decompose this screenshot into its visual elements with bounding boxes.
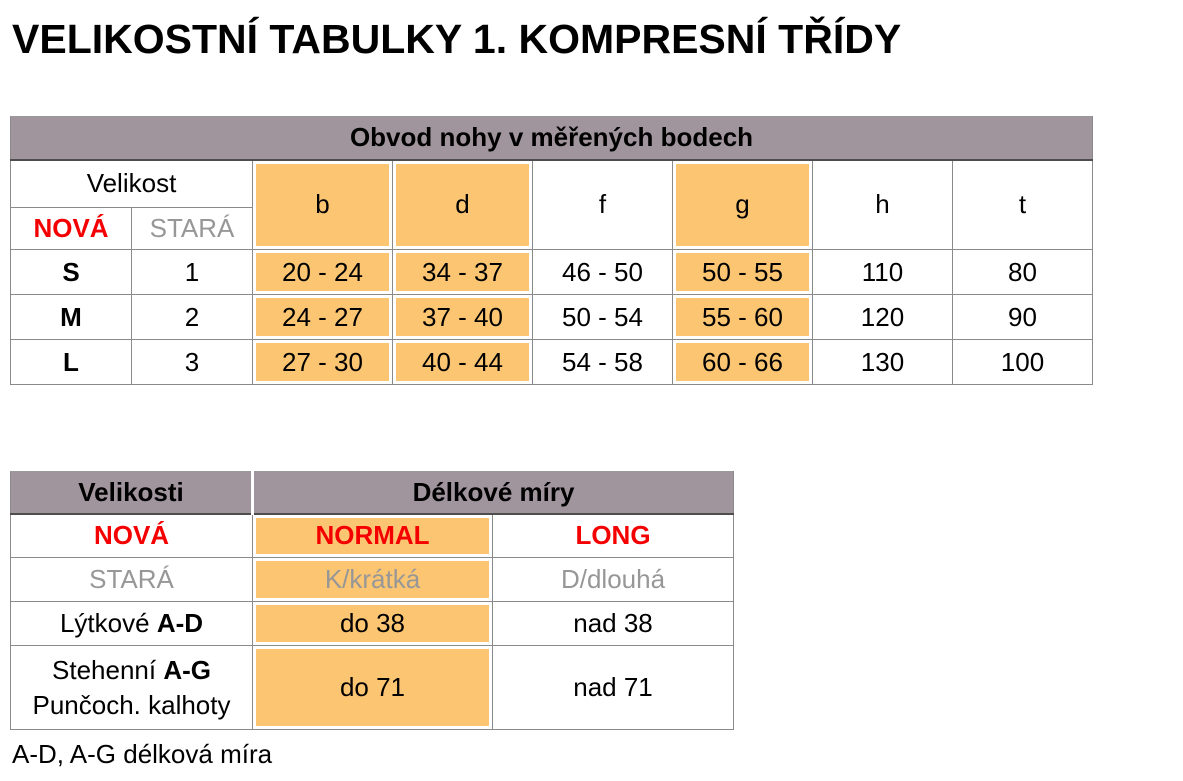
size-header: Velikost	[10, 159, 253, 208]
table-row-size-s: S 1 20 - 24 34 - 37 46 - 50 50 - 55 110 …	[10, 249, 1093, 295]
new-size-header: NOVÁ	[10, 207, 132, 250]
table-row-new: NOVÁ NORMAL LONG	[10, 513, 734, 558]
cell-g: 50 - 55	[672, 249, 813, 295]
cell-old-size: 2	[131, 294, 253, 340]
short-old-label: K/krátká	[252, 557, 493, 602]
product-name: Stehenní	[52, 654, 157, 685]
table-row-size-l: L 3 27 - 30 40 - 44 54 - 58 60 - 66 130 …	[10, 339, 1093, 385]
old-size-header: STARÁ	[131, 207, 253, 250]
cell-g: 60 - 66	[672, 339, 813, 385]
cell-new-size: M	[10, 294, 132, 340]
product-type-label: Lýtkové A-D	[10, 601, 253, 646]
table-row: Velikost b d f g h t	[10, 159, 1093, 250]
cell-new-size: L	[10, 339, 132, 385]
sizes-header: Velikosti	[10, 471, 253, 515]
cell-f: 54 - 58	[532, 339, 673, 385]
long-label: LONG	[492, 513, 734, 558]
cell-d: 37 - 40	[392, 294, 533, 340]
cell-b: 20 - 24	[252, 249, 393, 295]
cell-t: 90	[952, 294, 1093, 340]
cell-b: 24 - 27	[252, 294, 393, 340]
circumference-table: Obvod nohy v měřených bodech Velikost b …	[10, 116, 1093, 385]
circumference-table-caption: Obvod nohy v měřených bodech	[10, 116, 1093, 161]
cell-normal-length: do 38	[252, 601, 493, 646]
cell-g: 55 - 60	[672, 294, 813, 340]
table-row-old: STARÁ K/krátká D/dlouhá	[10, 557, 734, 602]
cell-t: 100	[952, 339, 1093, 385]
table-row-size-m: M 2 24 - 27 37 - 40 50 - 54 55 - 60 120 …	[10, 294, 1093, 340]
cell-t: 80	[952, 249, 1093, 295]
cell-h: 130	[812, 339, 953, 385]
measure-point-h-header: h	[812, 159, 953, 250]
cell-d: 34 - 37	[392, 249, 533, 295]
cell-f: 50 - 54	[532, 294, 673, 340]
product-type-label: Stehenní A-G Punčoch. kalhoty	[10, 645, 253, 730]
cell-old-size: 3	[131, 339, 253, 385]
new-label: NOVÁ	[10, 513, 253, 558]
cell-d: 40 - 44	[392, 339, 533, 385]
cell-h: 120	[812, 294, 953, 340]
table-row: Obvod nohy v měřených bodech	[10, 116, 1093, 161]
length-table: Velikosti Délkové míry NOVÁ NORMAL LONG …	[10, 471, 734, 730]
cell-h: 110	[812, 249, 953, 295]
product-name-line2: Punčoch. kalhoty	[32, 689, 231, 720]
footnote: A-D, A-G délková míra	[12, 739, 273, 769]
measure-point-g-header: g	[672, 159, 813, 250]
cell-new-size: S	[10, 249, 132, 295]
measure-point-d-header: d	[392, 159, 533, 250]
cell-long-length: nad 38	[492, 601, 734, 646]
cell-f: 46 - 50	[532, 249, 673, 295]
table-row: NOVÁ STARÁ	[10, 207, 1093, 250]
table-row-calf: Lýtkové A-D do 38 nad 38	[10, 601, 734, 646]
product-range: A-G	[163, 654, 211, 685]
measure-point-f-header: f	[532, 159, 673, 250]
long-old-label: D/dlouhá	[492, 557, 734, 602]
normal-label: NORMAL	[252, 513, 493, 558]
table-row: Velikosti Délkové míry	[10, 471, 734, 515]
cell-old-size: 1	[131, 249, 253, 295]
old-label: STARÁ	[10, 557, 253, 602]
page-title: VELIKOSTNÍ TABULKY 1. KOMPRESNÍ TŘÍDY	[12, 16, 902, 62]
table-row-thigh: Stehenní A-G Punčoch. kalhoty do 71 nad …	[10, 645, 734, 730]
cell-normal-length: do 71	[252, 645, 493, 730]
length-measures-header: Délkové míry	[251, 471, 734, 515]
product-name: Lýtkové	[59, 608, 150, 638]
cell-long-length: nad 71	[492, 645, 734, 730]
measure-point-b-header: b	[252, 159, 393, 250]
cell-b: 27 - 30	[252, 339, 393, 385]
product-range: A-D	[156, 608, 204, 638]
measure-point-t-header: t	[952, 159, 1093, 250]
